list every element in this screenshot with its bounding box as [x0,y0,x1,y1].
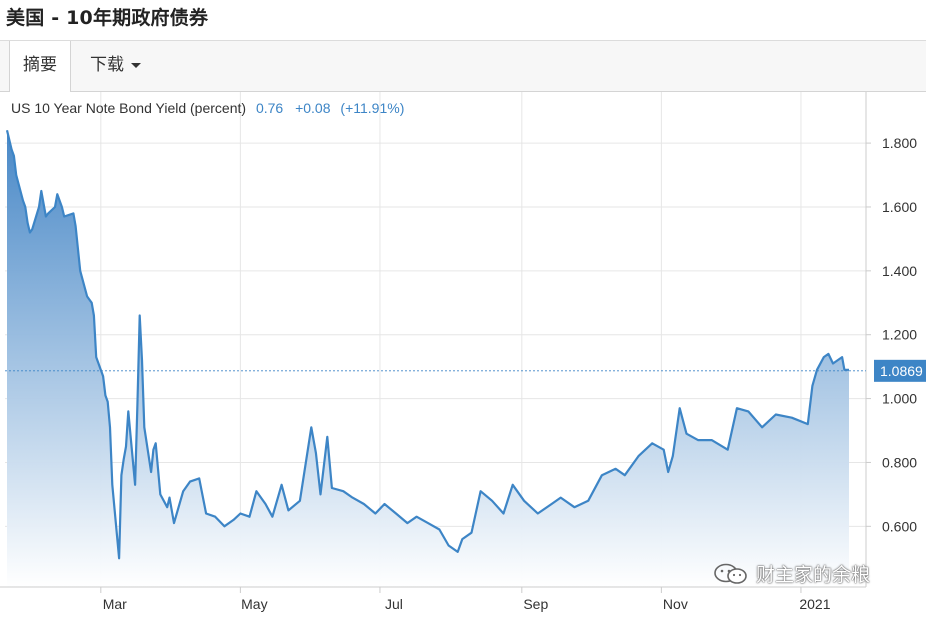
page-title: 美国 - 10年期政府债券 [6,3,208,29]
x-tick-label: Sep [523,596,548,612]
current-value-badge: 1.0869 [874,360,926,382]
y-tick-label: 1.600 [882,199,917,215]
current-value-label: 1.0869 [880,363,923,379]
tab-download[interactable]: 下载 [90,41,141,91]
x-tick-label: Jul [385,596,403,612]
quote-header: US 10 Year Note Bond Yield (percent) 0.7… [11,100,404,116]
quote-name: US 10 Year Note Bond Yield (percent) [11,100,246,116]
x-tick-label: Mar [103,596,127,612]
caret-down-icon [131,63,141,68]
chart[interactable]: 1.800 1.600 1.400 1.200 1.000 0.800 0.600 Mar M… [0,92,926,613]
quote-change-pct: (+11.91%) [340,100,404,116]
tab-summary[interactable]: 摘要 [9,41,71,92]
tab-bar: 摘要 下载 [0,40,926,92]
chart-svg: 1.800 1.600 1.400 1.200 1.000 0.800 0.600 Mar M… [0,92,926,613]
y-tick-label: 1.800 [882,135,917,151]
wechat-icon [712,562,752,586]
quote-last: 0.76 [256,100,283,116]
y-tick-label: 1.200 [882,327,917,343]
y-tick-label: 1.000 [882,391,917,407]
y-tick-label: 0.800 [882,454,917,470]
y-tick-label: 1.400 [882,263,917,279]
quote-change: +0.08 [295,100,331,116]
x-tick-label: May [241,596,267,612]
series-area [7,130,849,587]
x-tick-label: Nov [663,596,688,612]
tab-download-label: 下载 [90,55,124,75]
y-tick-label: 0.600 [882,518,917,534]
watermark-text: 财主家的余粮 [756,560,870,587]
x-tick-label: 2021 [799,596,830,612]
